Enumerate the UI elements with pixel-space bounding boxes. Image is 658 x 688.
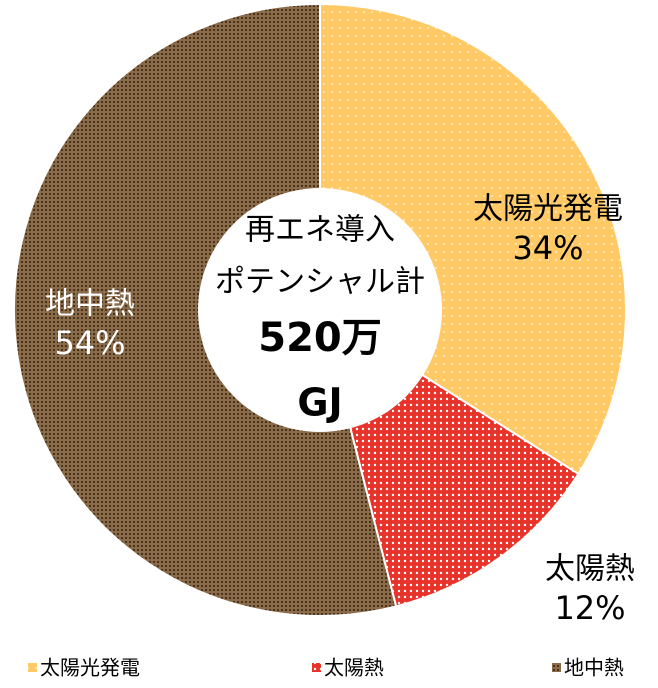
legend-marker xyxy=(28,663,37,672)
center-unit: GJ xyxy=(297,381,342,425)
value-label: 54% xyxy=(54,324,125,362)
value-label: 12% xyxy=(554,589,625,627)
value-label: 34% xyxy=(512,229,583,267)
legend-label: 地中熱 xyxy=(564,656,624,680)
slice-label: 太陽熱 xyxy=(545,552,635,587)
donut-hole xyxy=(198,188,442,432)
center-total: 520万 xyxy=(258,315,382,361)
legend-marker xyxy=(552,663,561,672)
center-text: 再エネ導入 xyxy=(245,213,395,248)
legend-marker xyxy=(312,663,321,672)
center-text: ポテンシャル計 xyxy=(215,265,425,300)
slice-label: 地中熱 xyxy=(45,287,135,322)
legend-label: 太陽熱 xyxy=(324,656,384,680)
slice-label: 太陽光発電 xyxy=(473,192,623,227)
legend-label: 太陽光発電 xyxy=(40,656,140,680)
